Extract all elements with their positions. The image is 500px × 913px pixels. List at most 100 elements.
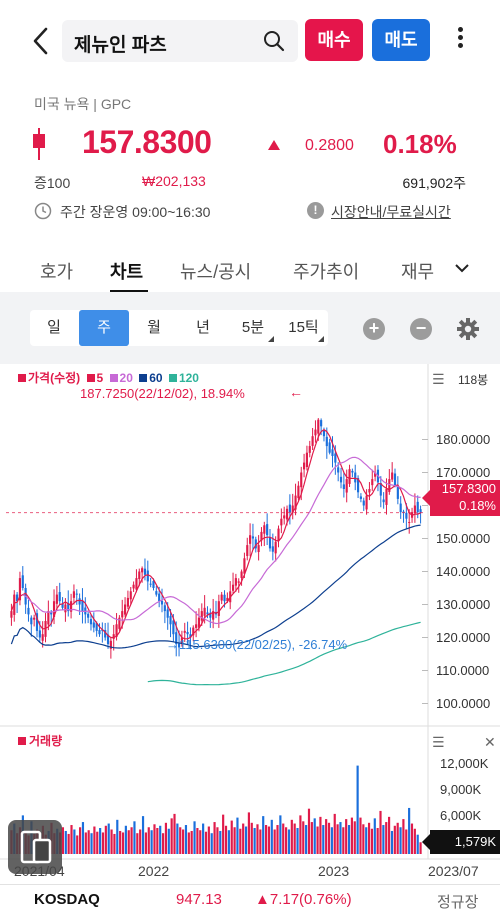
candle-body — [391, 472, 394, 480]
volume-bar — [104, 825, 107, 854]
tab-price-trend[interactable]: 주가추이 — [293, 262, 360, 282]
volume-bar — [150, 830, 153, 854]
exchange-label: 미국 뉴욕 | GPC — [34, 96, 132, 112]
volume-title: 거래량 — [18, 732, 62, 749]
candle-body — [27, 607, 30, 615]
sell-button[interactable]: 매도 — [372, 19, 430, 61]
volume-bar — [61, 827, 65, 854]
price-change: 0.2800 — [305, 137, 354, 154]
y-axis-label: 120.0000 — [436, 629, 491, 645]
zoom-out-icon[interactable]: − — [410, 318, 432, 340]
period-15tick[interactable]: 15틱 — [279, 310, 328, 346]
candle-body — [70, 601, 73, 612]
candle-body — [58, 592, 61, 602]
volume-bar — [219, 830, 222, 854]
volume-menu-icon[interactable]: ☰ — [432, 734, 445, 750]
candle-body — [359, 496, 362, 499]
volume-bar — [239, 828, 242, 854]
candle-body — [160, 600, 164, 605]
candle-body — [152, 580, 155, 588]
volume-bar — [76, 835, 79, 854]
volume-bar — [376, 828, 379, 854]
tab-chart[interactable]: 차트 — [110, 262, 144, 282]
more-menu-icon[interactable] — [452, 24, 468, 56]
index-change: ▲7.17(0.76%) — [255, 891, 352, 908]
volume-close-icon[interactable]: ✕ — [484, 734, 496, 750]
candle-body — [61, 603, 64, 608]
candle-body — [263, 525, 266, 534]
volume-bar — [333, 813, 336, 854]
volume-bar — [193, 821, 196, 854]
volume-bar — [176, 823, 179, 854]
tab-news[interactable]: 뉴스/공시 — [180, 262, 252, 282]
zoom-in-icon[interactable]: + — [363, 318, 385, 340]
tab-orderbook[interactable]: 호가 — [40, 262, 74, 282]
candle-body — [402, 511, 405, 513]
market-info-link[interactable]: 시장안내/무료실시간 — [331, 204, 451, 220]
up-triangle-icon — [268, 140, 280, 150]
floating-window-icon[interactable] — [8, 820, 62, 874]
volume-bar — [253, 828, 256, 854]
current-price-tag: 157.8300 0.18% — [422, 480, 500, 516]
candle-body — [379, 483, 382, 496]
index-value: 947.13 — [176, 891, 222, 908]
chart-menu-icon[interactable]: ☰ — [432, 371, 445, 387]
y-axis-label: 150.0000 — [436, 530, 491, 546]
price-chart[interactable]: 가격(수정) 5 20 60 120 ☰ 118봉 180.0000 170.00… — [0, 364, 500, 884]
candle-body — [206, 612, 209, 615]
search-box[interactable]: 제뉴인 파츠 — [62, 20, 298, 62]
volume-bar — [210, 833, 213, 854]
period-5min[interactable]: 5분 — [228, 310, 278, 346]
volume-title-label: 거래량 — [29, 734, 63, 748]
price-tag-pct: 0.18% — [459, 498, 496, 513]
candle-body — [64, 604, 67, 613]
volume-bar — [153, 824, 156, 854]
volume-bar — [224, 825, 228, 854]
candle-body — [132, 584, 135, 589]
volume-bar — [370, 828, 374, 854]
period-week[interactable]: 주 — [79, 310, 129, 346]
candle-body — [155, 591, 158, 595]
volume-bar — [345, 819, 348, 854]
volume-bar — [179, 827, 182, 854]
candle-body — [251, 536, 255, 539]
candle-body — [300, 472, 303, 488]
candle-body — [180, 637, 183, 645]
volume-bar — [121, 832, 125, 854]
chart-toolbar: 일 주 월 년 5분 15틱 + − — [0, 292, 500, 364]
tab-financials[interactable]: 재무 — [401, 262, 435, 282]
candle-body — [47, 611, 50, 625]
period-year[interactable]: 년 — [196, 319, 210, 336]
settings-gear-icon[interactable] — [456, 317, 480, 341]
volume-bar — [199, 830, 202, 854]
chevron-down-icon[interactable] — [454, 260, 470, 276]
volume-bar — [141, 816, 145, 854]
back-arrow-icon[interactable] — [26, 24, 56, 58]
volume-bar — [84, 832, 87, 854]
buy-button[interactable]: 매수 — [305, 19, 363, 61]
volume-bar — [233, 827, 236, 854]
candle-body — [81, 600, 84, 612]
period-month[interactable]: 월 — [147, 319, 161, 336]
candle-body — [121, 611, 124, 618]
chart-canvas[interactable] — [0, 364, 500, 884]
candle-body — [294, 495, 297, 510]
index-ticker[interactable]: KOSDAQ 947.13 ▲7.17(0.76%) 정규장 — [0, 884, 500, 913]
candle-body — [146, 570, 149, 582]
volume-bar — [259, 829, 262, 854]
candle-body — [393, 473, 397, 486]
search-icon[interactable] — [262, 29, 286, 53]
period-day[interactable]: 일 — [47, 319, 61, 336]
candle-body — [334, 453, 337, 463]
candle-body — [30, 617, 33, 625]
volume-bar — [388, 816, 391, 854]
high-annotation: 187.7250(22/12/02), 18.94% — [80, 386, 245, 401]
volume-bar — [113, 833, 116, 854]
candle-body — [345, 479, 348, 493]
candle-body — [413, 505, 416, 514]
candle-body — [106, 634, 110, 645]
volume-bar — [230, 820, 233, 854]
candle-body — [351, 470, 354, 473]
volume-bar — [396, 822, 399, 854]
candle-body — [385, 489, 388, 505]
